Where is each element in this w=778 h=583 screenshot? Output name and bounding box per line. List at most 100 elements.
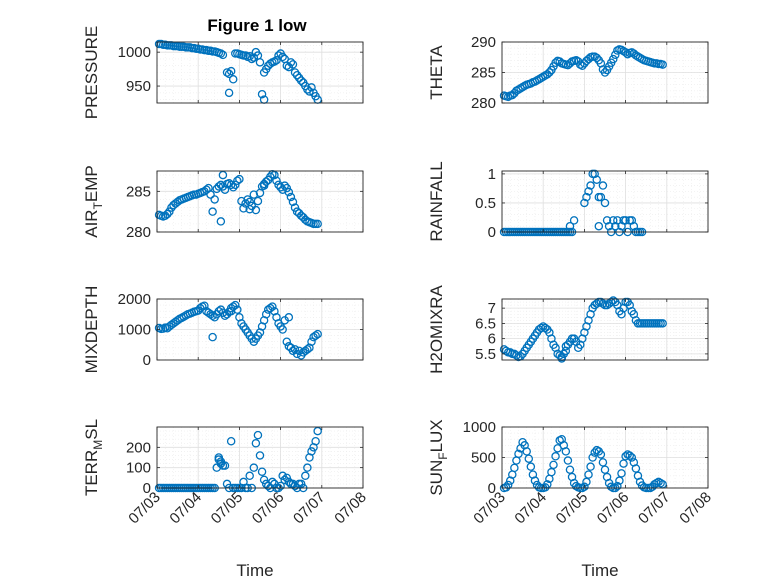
data-point — [274, 51, 283, 60]
data-point — [226, 180, 236, 190]
data-point — [294, 346, 304, 356]
data-point — [216, 180, 226, 190]
data-point — [261, 309, 271, 319]
data-point — [245, 204, 254, 214]
y-tick-label: 0 — [488, 480, 496, 497]
data-point — [208, 332, 217, 342]
data-point — [557, 354, 566, 363]
subplot-6: 5.566.57 H2OMIXRA — [427, 284, 709, 374]
y-tick-label: 0 — [143, 352, 151, 369]
data-point — [247, 54, 257, 64]
data-point — [226, 66, 236, 76]
data-point — [596, 192, 606, 202]
data-point — [218, 170, 228, 180]
data-point — [222, 479, 232, 489]
data-point — [231, 49, 240, 58]
x-tick-label: 07/05 — [208, 489, 247, 528]
x-tick-label: 07/05 — [553, 489, 592, 528]
y-axis-label: THETA — [427, 45, 446, 100]
data-point — [565, 221, 575, 231]
y-tick-label: 280 — [471, 95, 496, 112]
data-point — [253, 430, 263, 440]
data-point — [216, 459, 226, 468]
data-point — [249, 53, 259, 62]
x-tick-label: 07/06 — [249, 489, 288, 528]
data-point — [208, 207, 217, 216]
data-point — [561, 342, 571, 351]
y-tick-label: 1000 — [463, 419, 496, 436]
data-point — [220, 185, 230, 194]
data-point — [249, 190, 259, 199]
subplot-1: 950 1000 PRESSURE — [82, 26, 364, 119]
data-point — [268, 302, 277, 311]
data-point — [245, 471, 254, 481]
y-axis-label: SUNFLUX — [427, 419, 450, 495]
data-point — [305, 87, 314, 96]
data-point — [551, 452, 560, 461]
data-point — [604, 221, 614, 231]
data-point — [580, 482, 589, 492]
data-point — [165, 207, 174, 216]
x-axis-label: Time — [581, 561, 618, 580]
data-point — [621, 216, 630, 225]
data-point — [296, 76, 306, 85]
data-point — [307, 447, 316, 456]
data-point — [514, 449, 523, 459]
data-point — [313, 426, 322, 436]
data-point — [627, 216, 637, 225]
data-point — [596, 450, 606, 459]
figure-title: Figure 1 low — [207, 16, 307, 35]
data-point — [303, 345, 312, 354]
data-point — [524, 454, 534, 463]
data-point — [226, 306, 236, 316]
data-point — [286, 58, 296, 67]
data-point — [214, 306, 224, 316]
data-point — [313, 219, 322, 229]
data-point — [503, 480, 513, 490]
x-tick-label: 07/04 — [166, 489, 205, 528]
data-point — [582, 192, 591, 202]
x-tick-label: 07/08 — [676, 489, 715, 528]
data-point — [259, 181, 269, 190]
axes-box — [501, 298, 709, 361]
data-point — [220, 461, 230, 470]
data-point — [569, 216, 579, 225]
data-point — [249, 463, 259, 472]
data-point — [592, 53, 602, 63]
data-point — [257, 89, 267, 99]
data-point — [303, 463, 312, 472]
y-tick-label: 285 — [471, 65, 496, 82]
data-point — [578, 61, 587, 71]
data-point — [296, 479, 306, 489]
data-point — [235, 174, 244, 184]
subplot-3: 280 285 AIRTEMP — [82, 165, 364, 241]
data-point — [284, 187, 294, 197]
data-point — [526, 462, 536, 471]
data-point — [274, 180, 283, 190]
data-point — [631, 464, 641, 473]
data-point — [206, 190, 215, 199]
data-point — [268, 477, 277, 487]
x-tick-label: 07/07 — [635, 489, 674, 528]
data-point — [301, 471, 310, 481]
data-point — [582, 477, 591, 487]
data-point — [580, 198, 589, 208]
y-tick-label: 6 — [488, 331, 496, 348]
axes-box — [156, 170, 364, 233]
data-point — [615, 476, 624, 485]
data-point — [530, 476, 540, 485]
data-point — [600, 68, 610, 77]
data-point — [600, 465, 610, 474]
data-point — [629, 221, 639, 231]
data-point — [611, 50, 620, 60]
data-point — [311, 436, 320, 446]
data-point — [611, 221, 620, 231]
data-point — [307, 83, 316, 92]
data-point — [216, 217, 226, 226]
data-point — [288, 197, 298, 207]
data-point — [598, 299, 608, 308]
data-point — [584, 187, 593, 196]
data-point — [536, 323, 546, 333]
data-point — [658, 319, 667, 328]
